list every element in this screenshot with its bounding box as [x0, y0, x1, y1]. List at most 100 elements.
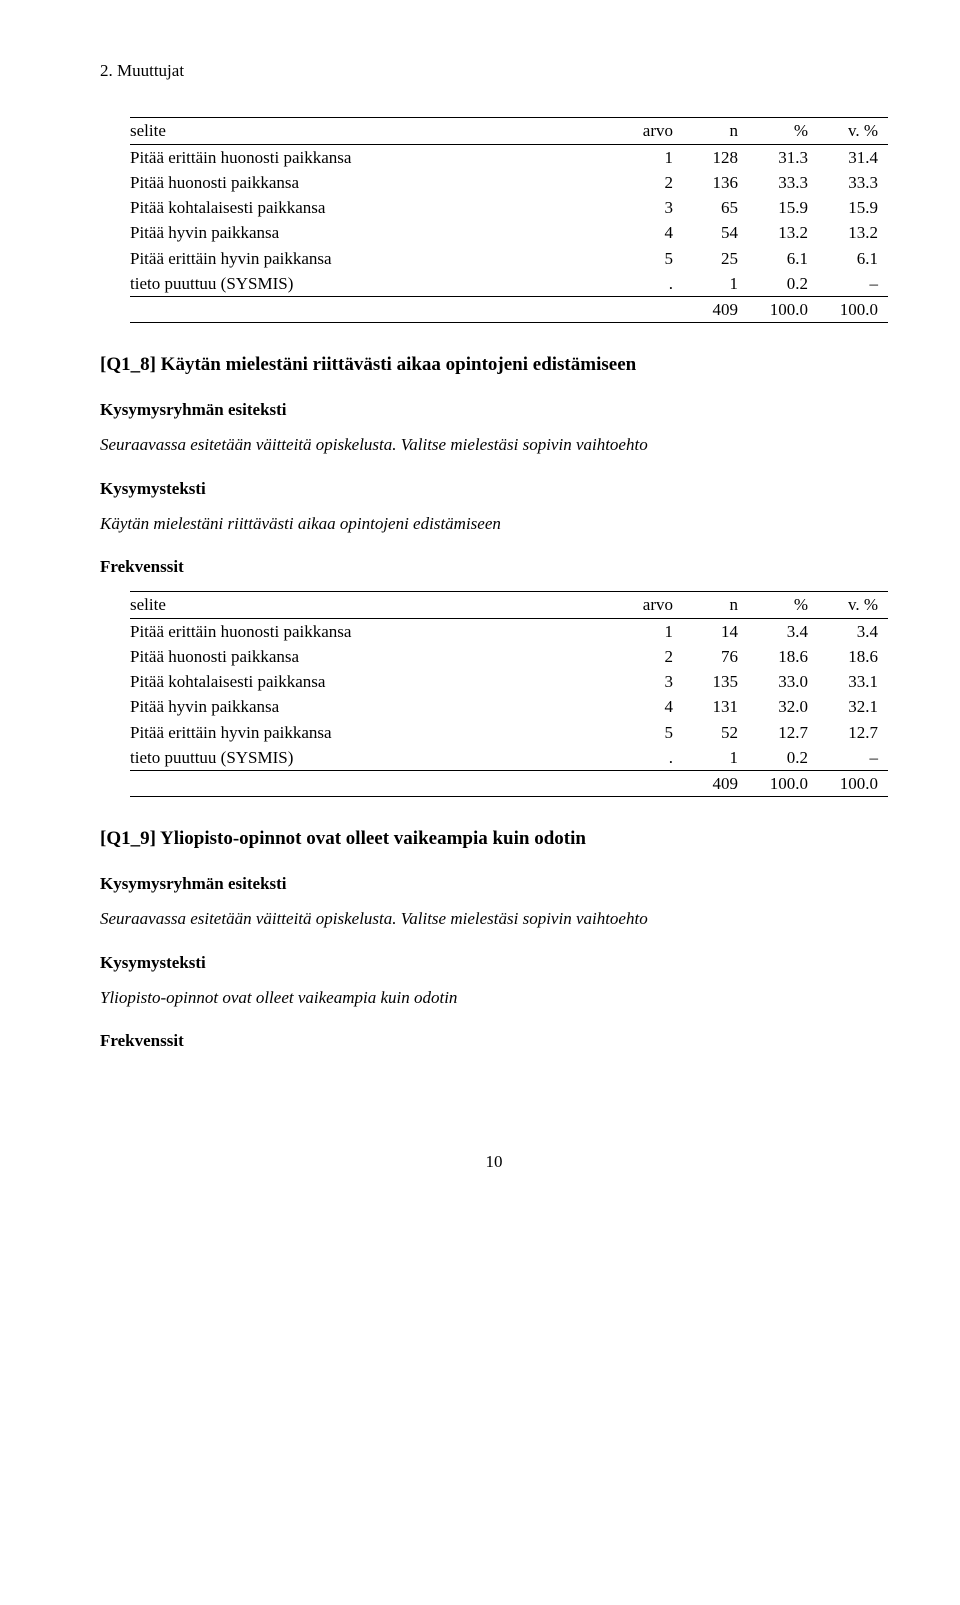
- cell-pct: 3.4: [748, 618, 818, 644]
- cell-label: tieto puuttuu (SYSMIS): [130, 745, 628, 771]
- cell-n: 136: [683, 170, 748, 195]
- cell-vpct: 13.2: [818, 220, 888, 245]
- cell-vpct: 100.0: [818, 771, 888, 797]
- cell-pct: 0.2: [748, 745, 818, 771]
- cell-label: Pitää kohtalaisesti paikkansa: [130, 669, 628, 694]
- frequency-table-1: selite arvo n % v. % Pitää erittäin huon…: [130, 117, 888, 323]
- col-n: n: [683, 118, 748, 144]
- cell-arvo: 4: [628, 694, 683, 719]
- col-vpct: v. %: [818, 592, 888, 618]
- cell-vpct: 31.4: [818, 144, 888, 170]
- cell-vpct: 33.3: [818, 170, 888, 195]
- cell-arvo: 1: [628, 618, 683, 644]
- cell-pct: 33.0: [748, 669, 818, 694]
- cell-n: 65: [683, 195, 748, 220]
- cell-vpct: –: [818, 745, 888, 771]
- col-n: n: [683, 592, 748, 618]
- cell-vpct: 12.7: [818, 720, 888, 745]
- cell-label: Pitää erittäin hyvin paikkansa: [130, 720, 628, 745]
- cell-vpct: 32.1: [818, 694, 888, 719]
- cell-n: 409: [683, 771, 748, 797]
- table-row: Pitää erittäin huonosti paikkansa112831.…: [130, 144, 888, 170]
- cell-pct: 32.0: [748, 694, 818, 719]
- table-row: Pitää hyvin paikkansa45413.213.2: [130, 220, 888, 245]
- cell-label: [130, 297, 628, 323]
- cell-pct: 13.2: [748, 220, 818, 245]
- table-row: Pitää erittäin hyvin paikkansa55212.712.…: [130, 720, 888, 745]
- cell-pct: 0.2: [748, 271, 818, 297]
- table-total-row: 409100.0100.0: [130, 771, 888, 797]
- cell-label: tieto puuttuu (SYSMIS): [130, 271, 628, 297]
- group-pretext-heading: Kysymysryhmän esiteksti: [100, 873, 888, 894]
- col-arvo: arvo: [628, 118, 683, 144]
- table-row: tieto puuttuu (SYSMIS).10.2–: [130, 271, 888, 297]
- cell-pct: 31.3: [748, 144, 818, 170]
- table-row: tieto puuttuu (SYSMIS).10.2–: [130, 745, 888, 771]
- group-pretext-body: Seuraavassa esitetään väitteitä opiskelu…: [100, 908, 888, 929]
- cell-vpct: 100.0: [818, 297, 888, 323]
- cell-n: 1: [683, 745, 748, 771]
- cell-n: 135: [683, 669, 748, 694]
- cell-pct: 15.9: [748, 195, 818, 220]
- table-row: Pitää huonosti paikkansa27618.618.6: [130, 644, 888, 669]
- section-header: 2. Muuttujat: [100, 60, 888, 81]
- page-number: 10: [100, 1151, 888, 1172]
- col-pct: %: [748, 592, 818, 618]
- question-title-q19: [Q1_9] Yliopisto-opinnot ovat olleet vai…: [100, 827, 888, 851]
- col-selite: selite: [130, 118, 628, 144]
- cell-arvo: 5: [628, 246, 683, 271]
- group-pretext-body: Seuraavassa esitetään väitteitä opiskelu…: [100, 434, 888, 455]
- cell-label: Pitää erittäin huonosti paikkansa: [130, 144, 628, 170]
- cell-n: 14: [683, 618, 748, 644]
- cell-arvo: 2: [628, 170, 683, 195]
- cell-vpct: 33.1: [818, 669, 888, 694]
- cell-n: 128: [683, 144, 748, 170]
- table-header-row: selite arvo n % v. %: [130, 118, 888, 144]
- cell-vpct: 18.6: [818, 644, 888, 669]
- cell-n: 76: [683, 644, 748, 669]
- table-row: Pitää erittäin hyvin paikkansa5256.16.1: [130, 246, 888, 271]
- cell-label: Pitää huonosti paikkansa: [130, 170, 628, 195]
- table-row: Pitää kohtalaisesti paikkansa313533.033.…: [130, 669, 888, 694]
- question-text-body: Yliopisto-opinnot ovat olleet vaikeampia…: [100, 987, 888, 1008]
- cell-arvo: 5: [628, 720, 683, 745]
- cell-vpct: 3.4: [818, 618, 888, 644]
- cell-vpct: 6.1: [818, 246, 888, 271]
- cell-label: Pitää erittäin hyvin paikkansa: [130, 246, 628, 271]
- table-row: Pitää huonosti paikkansa213633.333.3: [130, 170, 888, 195]
- table-row: Pitää kohtalaisesti paikkansa36515.915.9: [130, 195, 888, 220]
- cell-vpct: –: [818, 271, 888, 297]
- cell-arvo: 3: [628, 669, 683, 694]
- cell-label: Pitää kohtalaisesti paikkansa: [130, 195, 628, 220]
- cell-arvo: [628, 297, 683, 323]
- cell-arvo: [628, 771, 683, 797]
- cell-pct: 6.1: [748, 246, 818, 271]
- question-text-heading: Kysymysteksti: [100, 952, 888, 973]
- table-header-row: selite arvo n % v. %: [130, 592, 888, 618]
- col-vpct: v. %: [818, 118, 888, 144]
- cell-n: 409: [683, 297, 748, 323]
- question-text-body: Käytän mielestäni riittävästi aikaa opin…: [100, 513, 888, 534]
- cell-label: Pitää huonosti paikkansa: [130, 644, 628, 669]
- col-arvo: arvo: [628, 592, 683, 618]
- cell-label: Pitää erittäin huonosti paikkansa: [130, 618, 628, 644]
- cell-n: 54: [683, 220, 748, 245]
- cell-pct: 18.6: [748, 644, 818, 669]
- cell-n: 131: [683, 694, 748, 719]
- cell-n: 52: [683, 720, 748, 745]
- cell-vpct: 15.9: [818, 195, 888, 220]
- question-text-heading: Kysymysteksti: [100, 478, 888, 499]
- frequencies-heading: Frekvenssit: [100, 1030, 888, 1051]
- col-selite: selite: [130, 592, 628, 618]
- table-row: Pitää erittäin huonosti paikkansa1143.43…: [130, 618, 888, 644]
- cell-n: 25: [683, 246, 748, 271]
- cell-label: [130, 771, 628, 797]
- cell-arvo: 2: [628, 644, 683, 669]
- frequencies-heading: Frekvenssit: [100, 556, 888, 577]
- col-pct: %: [748, 118, 818, 144]
- cell-label: Pitää hyvin paikkansa: [130, 220, 628, 245]
- cell-pct: 33.3: [748, 170, 818, 195]
- cell-arvo: .: [628, 745, 683, 771]
- cell-pct: 12.7: [748, 720, 818, 745]
- cell-arvo: .: [628, 271, 683, 297]
